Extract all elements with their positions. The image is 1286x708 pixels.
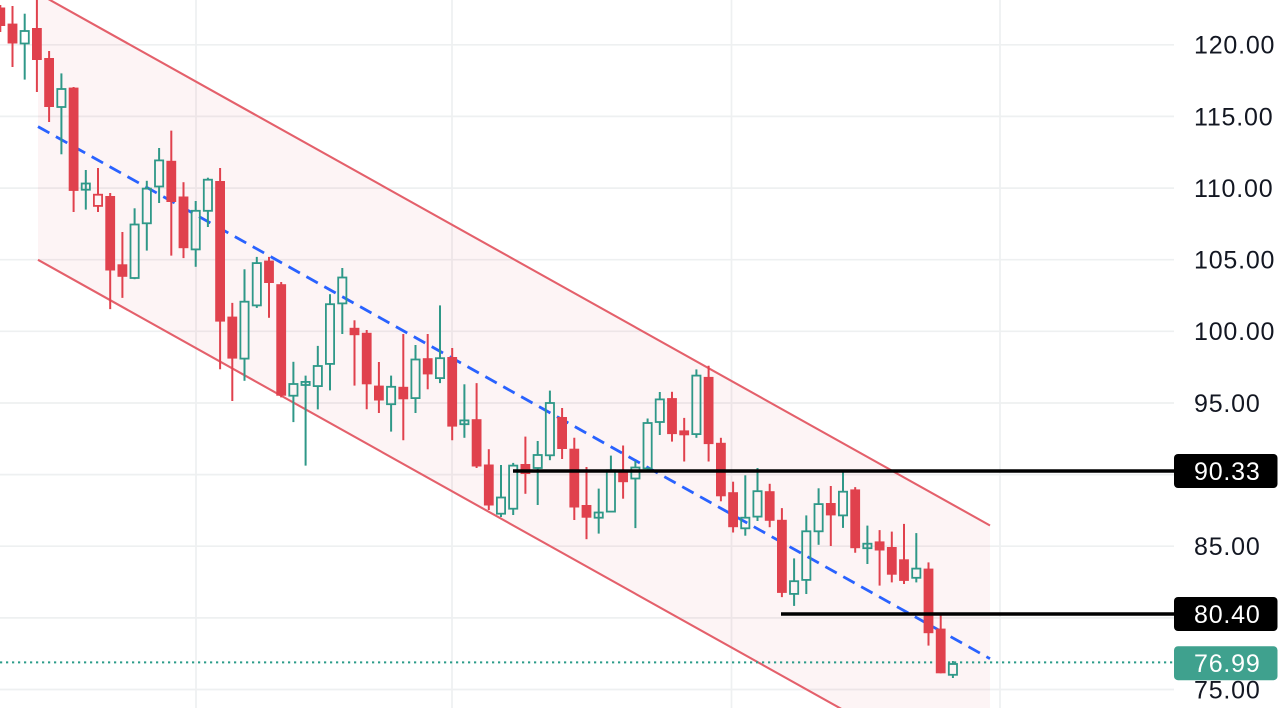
svg-text:90.33: 90.33 xyxy=(1194,458,1261,486)
svg-text:120.00: 120.00 xyxy=(1194,32,1275,60)
svg-text:76.99: 76.99 xyxy=(1194,650,1261,678)
svg-text:95.00: 95.00 xyxy=(1194,390,1261,418)
svg-text:75.00: 75.00 xyxy=(1194,676,1261,704)
svg-text:110.00: 110.00 xyxy=(1194,175,1273,203)
svg-text:80.40: 80.40 xyxy=(1194,601,1261,629)
svg-text:100.00: 100.00 xyxy=(1194,318,1275,346)
svg-text:115.00: 115.00 xyxy=(1194,103,1273,131)
svg-text:85.00: 85.00 xyxy=(1194,533,1261,561)
svg-text:105.00: 105.00 xyxy=(1194,247,1275,275)
